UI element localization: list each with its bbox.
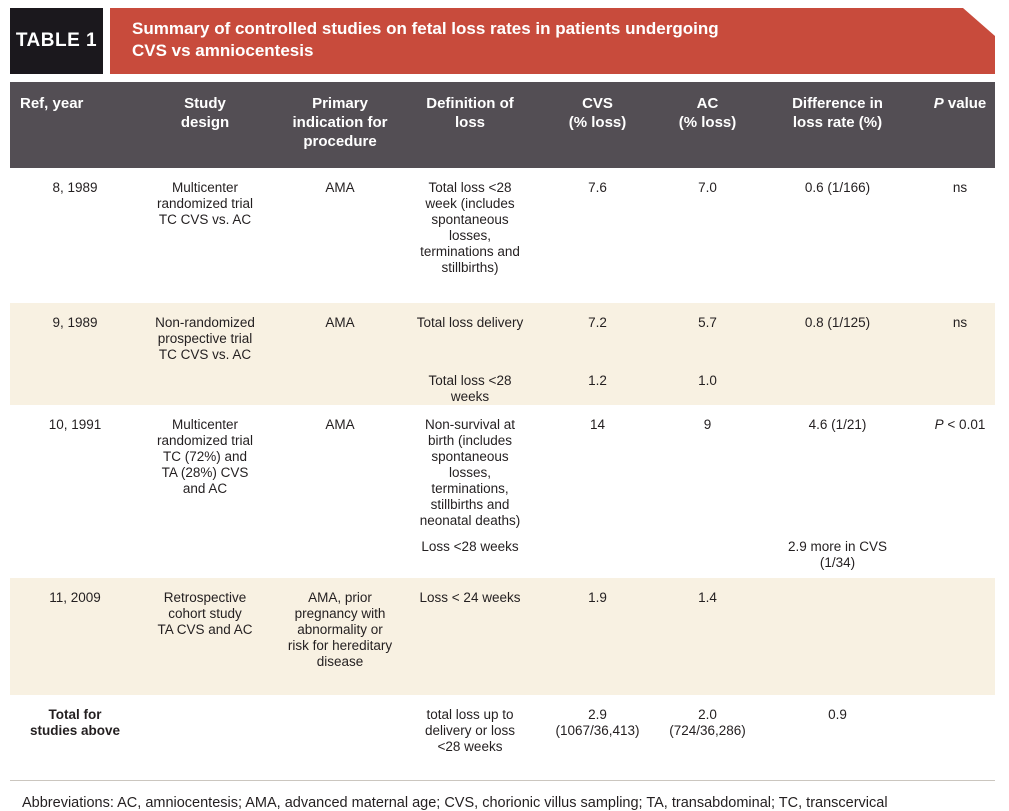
table-row: 9, 1989 Non-randomized prospective trial… [10, 303, 995, 405]
cell-ac: 1.4 [698, 590, 717, 605]
cell-definition: Total loss delivery [416, 315, 524, 330]
cell-ref-year: 8, 1989 [52, 180, 98, 195]
row-main: 11, 2009 Retrospective cohort study TA C… [10, 590, 995, 670]
cell-difference: 0.9 [828, 707, 847, 722]
table-total-row: Total for studies above total loss up to… [10, 695, 995, 780]
cell-ac: 9 [703, 417, 712, 432]
column-header-difference: Difference in loss rate (%) [792, 95, 883, 131]
p-value-italic-p: P [933, 95, 944, 112]
cell-p-value [925, 590, 995, 670]
cell-empty [665, 539, 750, 571]
table-title: Summary of controlled studies on fetal l… [110, 8, 995, 74]
abbreviations-footnote: Abbreviations: AC, amniocentesis; AMA, a… [10, 780, 995, 811]
cell-cvs-2: 1.2 [588, 373, 607, 388]
column-header-ref-year: Ref, year [20, 95, 84, 112]
cell-empty [925, 373, 995, 405]
cell-definition-2: Total loss <28 weeks [428, 373, 512, 404]
table-body: 8, 1989 Multicenter randomized trial TC … [10, 168, 995, 780]
cell-empty [10, 373, 140, 405]
row-main: 10, 1991 Multicenter randomized trial TC… [10, 417, 995, 529]
cell-p-value: P < 0.01 [925, 417, 995, 529]
cell-cvs: 14 [589, 417, 606, 432]
cell-ac: 2.0 (724/36,286) [669, 707, 746, 738]
row-main: 9, 1989 Non-randomized prospective trial… [10, 315, 995, 363]
table-row: 11, 2009 Retrospective cohort study TA C… [10, 578, 995, 695]
column-header-p-value: P value [925, 94, 995, 168]
row-secondary: Total loss <28 weeks 1.2 1.0 [10, 373, 995, 405]
cell-cvs: 2.9 (1067/36,413) [555, 707, 640, 738]
cell-ac: 7.0 [698, 180, 717, 195]
cell-difference: 4.6 (1/21) [808, 417, 867, 432]
cell-study-design: Multicenter randomized trial TC (72%) an… [156, 417, 254, 496]
column-header-ac-loss: AC (% loss) [678, 95, 737, 131]
cell-cvs: 1.9 [588, 590, 607, 605]
table-row: 8, 1989 Multicenter randomized trial TC … [10, 168, 995, 303]
cell-indication: AMA [325, 417, 355, 432]
p-value-rest: value [943, 95, 987, 112]
row-secondary: Loss <28 weeks 2.9 more in CVS (1/34) [10, 539, 995, 571]
cell-definition-2: Loss <28 weeks [421, 539, 519, 554]
cell-empty [270, 373, 410, 405]
cell-ac: 5.7 [698, 315, 717, 330]
row-main: Total for studies above total loss up to… [10, 707, 995, 755]
cell-empty [925, 539, 995, 571]
cell-definition: total loss up to delivery or loss <28 we… [424, 707, 516, 754]
column-header-cvs-loss: CVS (% loss) [568, 95, 627, 131]
cell-empty [140, 707, 270, 755]
cell-empty [530, 539, 665, 571]
cell-ref-year: 11, 2009 [49, 590, 101, 605]
cell-empty [10, 539, 140, 571]
cell-study-design: Multicenter randomized trial TC CVS vs. … [156, 180, 254, 227]
cell-study-design: Non-randomized prospective trial TC CVS … [155, 315, 255, 362]
cell-ref-year: 9, 1989 [52, 315, 98, 330]
cell-difference-2: 2.9 more in CVS (1/34) [787, 539, 888, 570]
column-header-study-design: Study design [180, 95, 230, 131]
p-value-rest: < 0.01 [943, 417, 986, 432]
cell-definition: Total loss <28 week (includes spontaneou… [420, 180, 520, 275]
cell-study-design: Retrospective cohort study TA CVS and AC [157, 590, 253, 637]
cell-empty [750, 373, 925, 405]
cell-empty [925, 707, 995, 755]
cell-difference: 0.6 (1/166) [804, 180, 871, 195]
p-value-italic-p: P [934, 417, 944, 432]
cell-indication: AMA [325, 315, 355, 330]
cell-p-value: ns [952, 315, 968, 330]
cell-p-value: ns [952, 180, 968, 195]
cell-definition: Non-survival at birth (includes spontane… [419, 417, 521, 528]
cell-indication: AMA, prior pregnancy with abnormality or… [287, 590, 393, 669]
cell-indication: AMA [325, 180, 355, 195]
cell-empty [140, 539, 270, 571]
table-title-bar: TABLE 1 Summary of controlled studies on… [10, 8, 995, 74]
cell-ref-year: 10, 1991 [48, 417, 102, 432]
cell-empty [270, 707, 410, 755]
cell-total-label: Total for studies above [29, 707, 121, 738]
cell-empty [140, 373, 270, 405]
table-number-label: TABLE 1 [10, 8, 103, 74]
table-row: 10, 1991 Multicenter randomized trial TC… [10, 405, 995, 578]
column-header-definition-of-loss: Definition of loss [426, 95, 514, 131]
cell-empty [270, 539, 410, 571]
column-header-primary-indication: Primary indication for procedure [292, 95, 388, 150]
cell-difference [750, 590, 925, 670]
cell-ac-2: 1.0 [698, 373, 717, 388]
cell-definition: Loss < 24 weeks [419, 590, 521, 605]
row-main: 8, 1989 Multicenter randomized trial TC … [10, 180, 995, 276]
table-header-row: Ref, year Study design Primary indicatio… [10, 82, 995, 168]
cell-cvs: 7.6 [588, 180, 607, 195]
cell-cvs: 7.2 [588, 315, 607, 330]
cell-difference: 0.8 (1/125) [804, 315, 871, 330]
